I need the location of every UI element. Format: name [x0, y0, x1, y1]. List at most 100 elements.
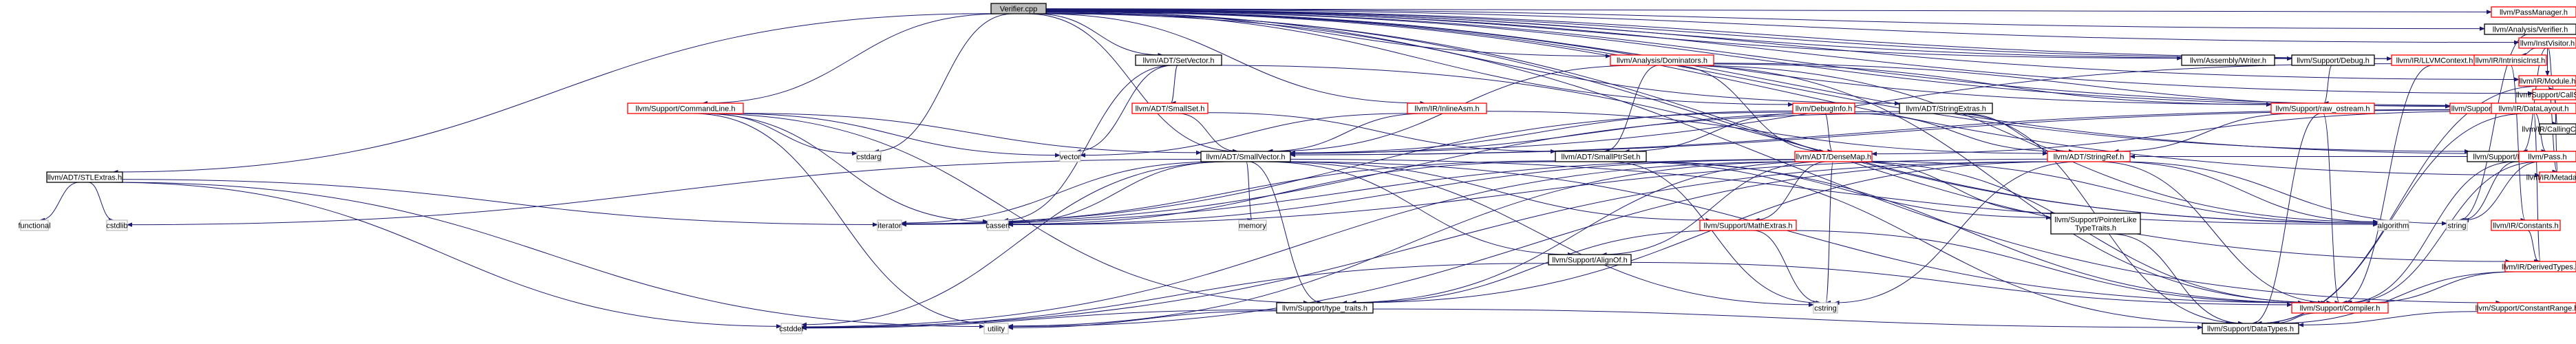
node-cstring: cstring [1813, 302, 1838, 314]
node-pointerlike[interactable]: llvm/Support/PointerLike TypeTraits.h [2050, 213, 2141, 235]
node-box [780, 323, 802, 334]
edge-stringref-to-algorithm [2111, 161, 2378, 222]
node-setvector[interactable]: llvm/ADT/SetVector.h [1135, 54, 1222, 66]
edge-inlineasm-to-vector [1081, 113, 1408, 155]
node-box [2377, 219, 2409, 231]
node-box [627, 103, 744, 114]
node-label: llvm/IR/InlineAsm.h [1414, 105, 1479, 114]
node-label: llvm/Pass.h [2528, 153, 2566, 162]
node-dominators[interactable]: llvm/Analysis/Dominators.h [1610, 54, 1714, 66]
edge-verifier-to-callsite [1045, 10, 2533, 94]
node-label: algorithm [2378, 222, 2409, 230]
edge-intrinsicinst-to-constants [2510, 65, 2526, 220]
node-label: llvm/Analysis/Dominators.h [1617, 57, 1707, 65]
node-label: llvm/IR/Metadata.h [2526, 174, 2576, 182]
edge-pass-to-string [2464, 161, 2541, 220]
edge-verifier-to-instvisitor [1045, 8, 2519, 42]
node-constants[interactable]: llvm/IR/Constants.h [2491, 219, 2561, 231]
edge-smallvector-to-mathextras [1283, 161, 1711, 220]
edge-verifier-to-dominators [1045, 10, 1610, 56]
edge-cmdline-to-smallvector [743, 113, 1201, 153]
node-datalayout[interactable]: llvm/IR/DataLayout.h [2491, 103, 2576, 114]
node-smallset[interactable]: llvm/ADT/SmallSet.h [1131, 103, 1209, 114]
node-ir_module[interactable]: llvm/IR/Module.h [2518, 75, 2576, 87]
node-instvisitor[interactable]: llvm/InstVisitor.h [2518, 37, 2576, 49]
node-debug[interactable]: llvm/Support/Debug.h [2291, 54, 2375, 66]
node-smallvector[interactable]: llvm/ADT/SmallVector.h [1200, 151, 1291, 162]
edge-verifier-to-cmdline [703, 13, 1002, 103]
node-mathextras[interactable]: llvm/Support/MathExtras.h [1699, 219, 1797, 231]
edge-alignof-to-compiler [1630, 261, 2292, 305]
node-box [2539, 123, 2576, 135]
node-passmanager[interactable]: llvm/PassManager.h [2491, 6, 2576, 18]
edge-ir_module-to-datatypes [2257, 85, 2542, 323]
node-type_traits[interactable]: llvm/Support/type_traits.h [1276, 302, 1374, 314]
node-raw_ostream[interactable]: llvm/Support/raw_ostream.h [2270, 103, 2375, 114]
edge-setvector-to-vector [1076, 65, 1173, 151]
node-debuginfo[interactable]: llvm/DebugInfo.h [1792, 103, 1855, 114]
edge-inlineasm-to-smallvector [1267, 113, 1426, 151]
node-box [2291, 302, 2389, 314]
edge-stringref-to-cstddef [802, 161, 2050, 327]
node-alignof[interactable]: llvm/Support/AlignOf.h [1548, 254, 1632, 266]
node-label: llvm/IR/DataLayout.h [2498, 105, 2568, 114]
node-box [2491, 103, 2576, 114]
edge-inlineasm-to-stringref [1486, 111, 2047, 153]
edge-verifier-to-ir_module [1045, 9, 2519, 79]
node-asmwriter[interactable]: llvm/Assembly/Writer.h [2181, 54, 2275, 66]
edge-densemap-to-utility [1008, 161, 1809, 326]
edge-densemap-to-mathextras [1754, 161, 1827, 220]
node-cassert: cassert [986, 219, 1010, 231]
edge-densemap-to-type_traits [1342, 161, 1816, 303]
edge-densemap-to-iterator [902, 159, 1796, 225]
edge-smallptrset-to-iterator [902, 160, 1556, 224]
node-compiler[interactable]: llvm/Support/Compiler.h [2291, 302, 2389, 314]
node-stringref[interactable]: llvm/ADT/StringRef.h [2047, 151, 2131, 162]
edge-verifier-to-smallvector [1026, 13, 1238, 151]
node-label: llvm/ADT/SmallPtrSet.h [1562, 153, 1641, 162]
node-datatypes[interactable]: llvm/Support/DataTypes.h [2202, 323, 2299, 334]
node-adt_stlextras[interactable]: llvm/ADT/STLExtras.h [46, 171, 123, 183]
edge-type_traits-to-utility [1008, 310, 1277, 328]
edge-dominators-to-raw_ostream [1713, 63, 2271, 105]
node-label: llvm/ADT/StringRef.h [2054, 153, 2125, 162]
node-box [2532, 89, 2576, 100]
node-box [2491, 219, 2561, 231]
node-pass[interactable]: llvm/Pass.h [2518, 151, 2576, 162]
node-label: llvm/Support/AlignOf.h [1552, 257, 1627, 265]
node-box [1794, 151, 1873, 162]
node-vector: vector [1059, 151, 1081, 162]
edge-derivedtypes-to-compiler [2365, 271, 2516, 303]
node-label: llvm/IR/LLVMContext.h [2396, 57, 2473, 65]
edge-debuginfo-to-smallvector [1290, 110, 1793, 153]
node-intrinsicinst[interactable]: llvm/IR/IntrinsicInst.h [2473, 54, 2547, 66]
node-box [1276, 302, 1374, 314]
node-label: llvm/Support/Compiler.h [2300, 305, 2381, 313]
node-cmdline[interactable]: llvm/Support/CommandLine.h [627, 103, 744, 114]
edge-verifier-to-algorithm [1045, 12, 2378, 223]
edge-llvmcontext-to-compiler [2342, 65, 2433, 303]
node-box [20, 219, 49, 231]
node-inlineasm[interactable]: llvm/IR/InlineAsm.h [1407, 103, 1487, 114]
edge-stringref-to-compiler [2097, 161, 2331, 303]
node-metadata[interactable]: llvm/IR/Metadata.h [2526, 171, 2576, 183]
node-constantrange[interactable]: llvm/Support/ConstantRange.h [2476, 302, 2576, 314]
node-densemap[interactable]: llvm/ADT/DenseMap.h [1794, 151, 1873, 162]
node-derivedtypes[interactable]: llvm/IR/DerivedTypes.h [2502, 261, 2576, 272]
node-smallptrset[interactable]: llvm/ADT/SmallPtrSet.h [1555, 151, 1647, 162]
node-callsite[interactable]: llvm/Support/CallSite.h [2516, 89, 2576, 100]
node-box [1792, 103, 1855, 114]
node-box [1059, 151, 1081, 162]
node-label: string [2448, 222, 2467, 230]
node-utility: utility [983, 323, 1009, 334]
node-box [990, 3, 1047, 14]
node-stringextras[interactable]: llvm/ADT/StringExtras.h [1899, 103, 1993, 114]
node-analysis_verifier[interactable]: llvm/Analysis/Verifier.h [2484, 23, 2576, 35]
edge-debuginfo-to-stringref [1852, 113, 2061, 151]
node-box [2484, 23, 2576, 35]
edge-stringextras-to-smallvector [1290, 111, 1900, 153]
node-callingconv[interactable]: llvm/IR/CallingConv.h [2522, 123, 2576, 135]
node-llvmcontext[interactable]: llvm/IR/LLVMContext.h [2391, 54, 2478, 66]
node-verifier[interactable]: Verifier.cpp [990, 3, 1047, 14]
